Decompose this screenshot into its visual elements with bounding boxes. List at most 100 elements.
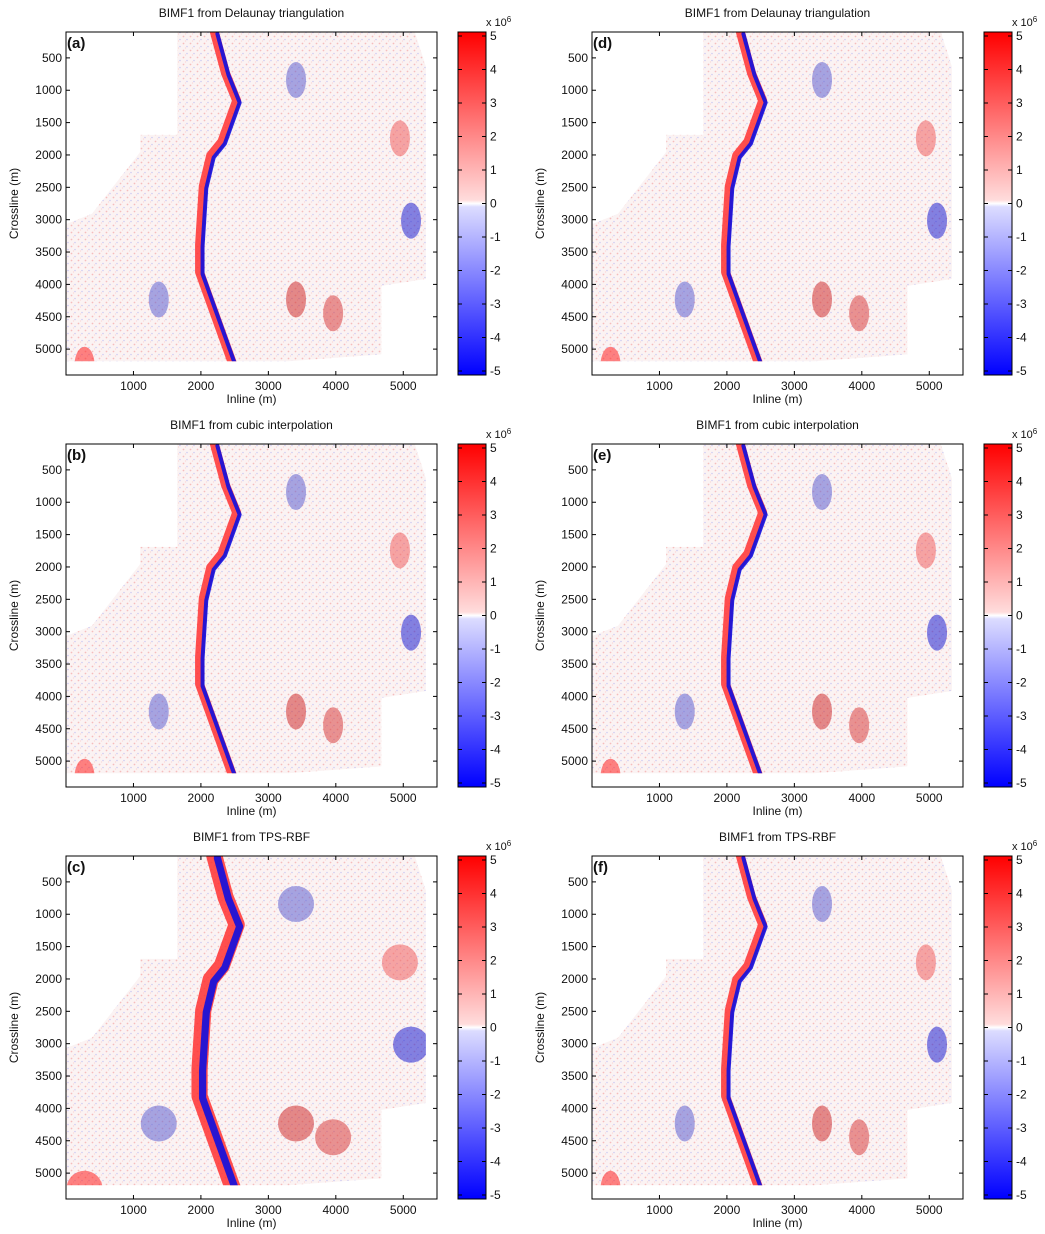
x-tick-label: 5000 — [916, 1203, 943, 1217]
y-tick-label: 3500 — [561, 245, 588, 259]
anomaly-blob — [915, 120, 936, 157]
colorbar-tick-label: -4 — [490, 743, 501, 757]
colorbar-multiplier: x 106 — [1012, 427, 1038, 442]
colorbar-tick-label: -1 — [1016, 1054, 1027, 1068]
x-tick-label: 1000 — [646, 791, 673, 805]
channel-negative — [726, 856, 768, 1186]
colorbar-tick-label: 4 — [490, 475, 497, 489]
y-axis-label: Crossline (m) — [7, 580, 21, 651]
colorbar-gradient — [983, 443, 1013, 788]
y-tick-label: 5000 — [561, 1166, 588, 1180]
y-tick-label: 4000 — [561, 277, 588, 291]
x-tick-label: 1000 — [120, 379, 147, 393]
colorbar-tick-label: 2 — [490, 954, 497, 968]
colorbar-tick-label: 1 — [1016, 163, 1023, 177]
anomaly-blob — [278, 886, 315, 923]
anomaly-blob — [812, 886, 833, 923]
y-tick-label: 2000 — [35, 560, 62, 574]
colorbar-tick-label: -5 — [1016, 776, 1027, 790]
panel-b: BIMF1 from cubic interpolation (b) 500 1000… — [7, 418, 512, 818]
y-tick-label: 3500 — [35, 657, 62, 671]
panel-d: BIMF1 from Delaunay triangulation (d) 500 1… — [533, 6, 1038, 406]
x-tick-label: 1000 — [120, 791, 147, 805]
colorbar-tick-label: 2 — [490, 130, 497, 144]
anomaly-blob — [389, 532, 410, 569]
anomaly-blob — [849, 295, 870, 332]
colorbar-tick-label: 0 — [490, 197, 497, 211]
anomaly-blob — [600, 758, 621, 774]
colorbar-tick-label: 3 — [490, 508, 497, 522]
colorbar-tick-label: -2 — [490, 1088, 501, 1102]
colorbar-tick-label: 5 — [490, 441, 497, 455]
anomaly-blob — [389, 120, 410, 157]
colorbar-multiplier: x 106 — [486, 427, 512, 442]
y-tick-label: 3000 — [35, 1037, 62, 1051]
x-tick-label: 3000 — [781, 791, 808, 805]
y-tick-label: 5000 — [561, 342, 588, 356]
anomaly-blob — [401, 202, 422, 239]
anomaly-blob — [323, 707, 344, 744]
y-tick-label: 4500 — [35, 310, 62, 324]
axes-box — [591, 31, 964, 376]
colorbar-tick-label: -5 — [1016, 364, 1027, 378]
x-tick-label: 5000 — [916, 379, 943, 393]
y-tick-label: 1000 — [35, 907, 62, 921]
y-tick-label: 5000 — [35, 754, 62, 768]
axes-box — [65, 855, 438, 1200]
heatmap-field — [66, 32, 426, 362]
x-tick-label: 1000 — [120, 1203, 147, 1217]
y-tick-label: 1000 — [35, 83, 62, 97]
anomaly-blob — [74, 346, 95, 362]
colorbar-tick-label: -1 — [490, 642, 501, 656]
colorbar-tick-label: -4 — [1016, 1155, 1027, 1169]
anomaly-blob — [66, 1170, 103, 1186]
colorbar-tick-label: 3 — [490, 920, 497, 934]
colorbar: 5 4 3 2 1 0 -1 -2 -3 -4 -5 x 106 — [983, 15, 1038, 378]
colorbar-tick-label: -1 — [1016, 230, 1027, 244]
colorbar-tick-label: -4 — [490, 331, 501, 345]
colorbar-tick-label: -1 — [490, 1054, 501, 1068]
axes-box — [65, 31, 438, 376]
colorbar-tick-label: 2 — [490, 542, 497, 556]
anomaly-blob — [286, 474, 307, 511]
colorbar-tick-label: 1 — [1016, 987, 1023, 1001]
channel-positive — [721, 32, 768, 362]
colorbar-tick-label: 0 — [1016, 1021, 1023, 1035]
y-tick-label: 2500 — [561, 592, 588, 606]
x-tick-label: 4000 — [848, 379, 875, 393]
colorbar-tick-label: -2 — [490, 676, 501, 690]
y-tick-label: 500 — [568, 51, 588, 65]
colorbar-tick-label: -3 — [1016, 297, 1027, 311]
x-tick-label: 1000 — [646, 379, 673, 393]
colorbar-tick-label: -5 — [1016, 1188, 1027, 1202]
colorbar-tick-label: 5 — [490, 853, 497, 867]
y-tick-label: 2000 — [35, 148, 62, 162]
colorbar-tick-label: 3 — [1016, 508, 1023, 522]
colorbar: 5 4 3 2 1 0 -1 -2 -3 -4 -5 x 106 — [457, 427, 512, 790]
colorbar-tick-label: 1 — [490, 163, 497, 177]
y-tick-label: 1000 — [561, 495, 588, 509]
y-tick-label: 5000 — [35, 342, 62, 356]
y-tick-label: 4000 — [561, 689, 588, 703]
axes-box — [591, 855, 964, 1200]
colorbar-tick-label: 5 — [1016, 29, 1023, 43]
colorbar-tick-label: 5 — [1016, 853, 1023, 867]
heatmap-field — [66, 444, 426, 774]
channel-negative — [200, 444, 242, 774]
anomaly-blob — [812, 1105, 833, 1142]
colorbar-tick-label: 4 — [490, 887, 497, 901]
panel-label: (c) — [67, 859, 85, 876]
panel-e: BIMF1 from cubic interpolation (e) 500 1000… — [533, 418, 1038, 818]
y-tick-label: 3500 — [561, 657, 588, 671]
y-tick-label: 3000 — [561, 1037, 588, 1051]
colorbar-tick-label: 2 — [1016, 542, 1023, 556]
colorbar-tick-label: 5 — [1016, 441, 1023, 455]
anomaly-blob — [315, 1119, 352, 1156]
y-tick-label: 4500 — [35, 1134, 62, 1148]
y-tick-label: 2500 — [561, 180, 588, 194]
colorbar-tick-label: 0 — [490, 609, 497, 623]
colorbar-tick-label: -2 — [1016, 264, 1027, 278]
colorbar-tick-label: 4 — [1016, 475, 1023, 489]
colorbar-gradient — [983, 31, 1013, 376]
